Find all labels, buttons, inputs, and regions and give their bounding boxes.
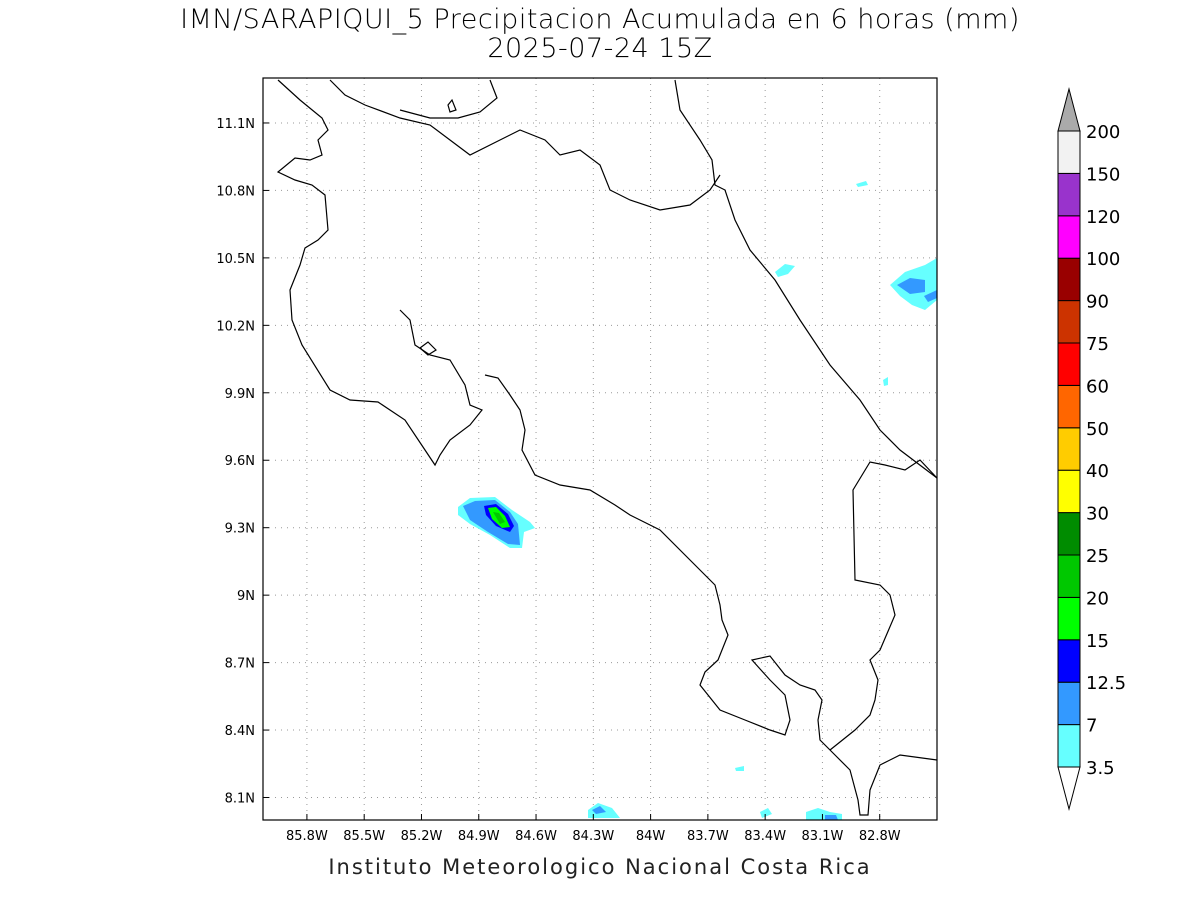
precip-area-20 [493,512,505,524]
precip-area-3.5 [883,377,888,386]
island [447,98,457,113]
precip-area-7 [463,500,520,545]
golfo-dulce-coast [829,459,938,751]
lon-tick-label: 85.8W [286,829,328,844]
colorbar-over-triangle [1057,87,1081,132]
colorbar-label: 3.5 [1086,758,1115,779]
colorbar-label: 150 [1086,164,1120,185]
lat-tick-label: 8.1N [225,792,255,807]
lat-tick-label: 10.5N [216,252,255,267]
map-frame [262,77,938,821]
precip-area-3.5 [856,181,868,187]
footer-credit: Instituto Meteorologico Nacional Costa R… [328,855,872,879]
precip-area-7 [592,806,606,814]
grid-lines [263,78,937,820]
coastline [276,79,938,816]
colorbar-segment [1057,384,1081,429]
lon-tick-label: 82.8W [859,829,901,844]
lat-tick-label: 9.9N [225,387,255,402]
colorbar-label: 20 [1086,588,1109,609]
lon-tick-label: 84.6W [515,829,557,844]
lon-tick-label: 83.7W [687,829,729,844]
colorbar-segment [1057,724,1081,768]
precip-area-3.5 [760,808,772,818]
lon-tick-label: 84W [636,829,666,844]
colorbar-segment [1057,427,1081,471]
colorbar-label: 75 [1086,334,1109,355]
lat-tick-label: 9N [237,589,255,604]
map-title: IMN/SARAPIQUI_5 Precipitacion Acumulada … [180,4,1020,35]
lon-tick-label: 84.3W [572,829,614,844]
precip-area-3.5 [735,766,744,771]
lat-tick-label: 9.3N [225,522,255,537]
colorbar-label: 90 [1086,292,1109,313]
colorbar-label: 25 [1086,546,1109,567]
colorbar: 3.5 7 12.5 15 20 25 30 40 50 60 75 90 100 120 150 200 [1057,87,1126,811]
lon-tick-label: 85.5W [343,829,385,844]
colorbar-label: 40 [1086,461,1109,482]
precip-area-7 [897,278,925,294]
precip-area-7 [825,815,838,820]
colorbar-segment [1057,681,1081,726]
colorbar-label: 120 [1086,207,1120,228]
colorbar-label: 200 [1086,122,1120,143]
lat-tick-label: 8.7N [225,657,255,672]
colorbar-segment [1057,257,1081,302]
colorbar-label: 7 [1086,716,1097,737]
precip-area-7 [924,290,937,302]
colorbar-segment [1057,342,1081,386]
lat-tick-label: 10.8N [216,184,255,199]
colorbar-segment [1057,130,1081,174]
colorbar-segment [1057,554,1081,598]
colorbar-label: 60 [1086,376,1109,397]
lon-tick-label: 84.9W [458,829,500,844]
lat-tick-label: 10.2N [216,319,255,334]
lon-tick-label: 85.2W [401,829,443,844]
colorbar-under-triangle [1057,766,1081,811]
colorbar-segment [1057,512,1081,556]
lat-tick-label: 9.6N [225,454,255,469]
colorbar-segment [1057,215,1081,259]
pacific-coastline [276,79,483,467]
lat-tick-label: 8.4N [225,724,255,739]
colorbar-label: 12.5 [1086,673,1126,694]
lat-tick-label: 11.1N [216,117,255,132]
precip-area-3.5 [775,264,795,277]
precipitation-field [458,181,937,820]
colorbar-label: 30 [1086,504,1109,525]
northern-border [329,79,721,211]
colorbar-segment [1057,300,1081,344]
colorbar-segment [1057,639,1081,683]
lon-tick-label: 83.4W [744,829,786,844]
nicaragua-lake-shore [399,79,498,119]
colorbar-segment [1057,596,1081,641]
colorbar-label: 50 [1086,419,1109,440]
lon-tick-label: 83.1W [802,829,844,844]
pacific-coastline-south [484,374,938,816]
caribbean-coastline [674,79,938,479]
axis-ticks: 85.8W 85.5W 85.2W 84.9W 84.6W 84.3W 84W 83.7W 83… [216,117,900,844]
island [419,341,437,356]
colorbar-segment [1057,172,1081,217]
map-subtitle: 2025-07-24 15Z [487,33,713,64]
colorbar-label: 15 [1086,631,1109,652]
colorbar-label: 100 [1086,249,1120,270]
colorbar-segment [1057,469,1081,514]
